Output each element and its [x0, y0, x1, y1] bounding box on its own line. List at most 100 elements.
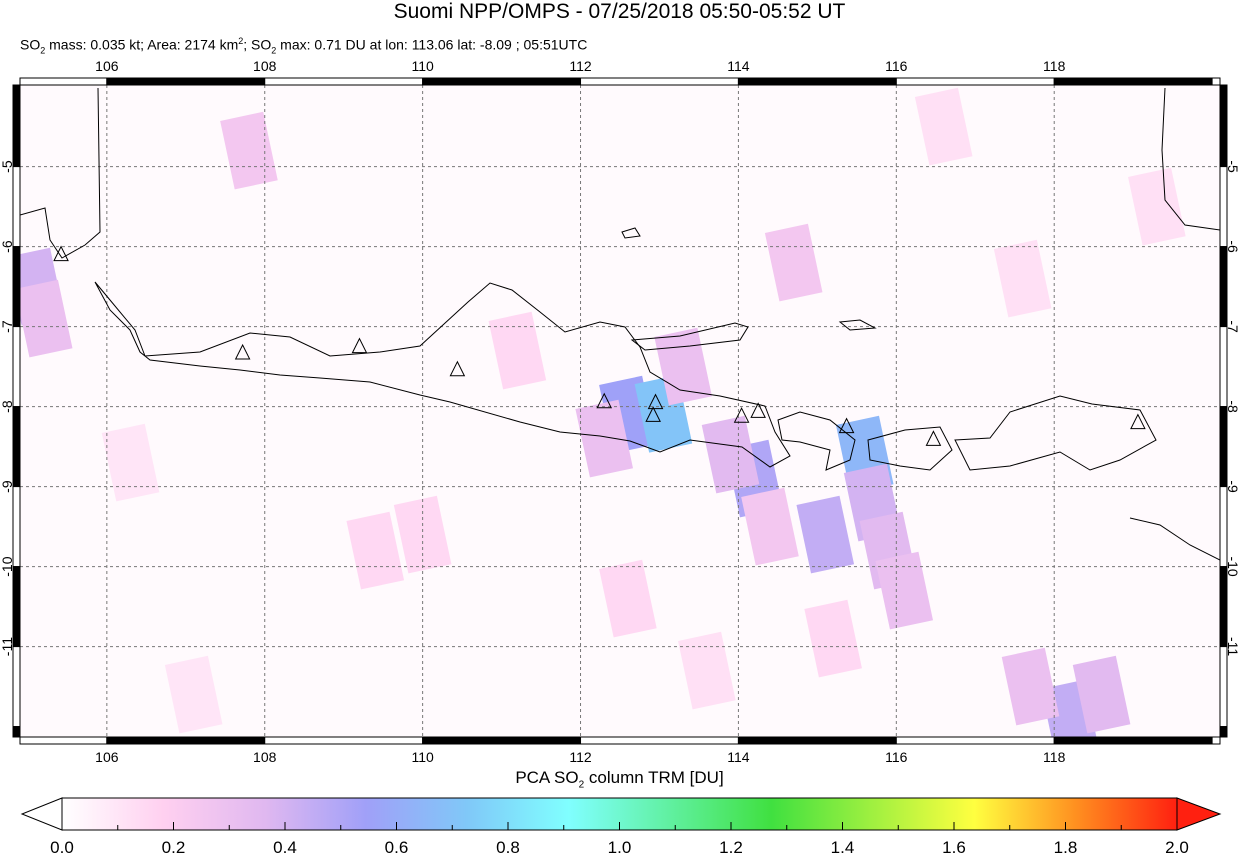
so2-pixel: [1072, 655, 1131, 734]
coastline-lombok: [867, 426, 953, 471]
colorbar-tick-label: 0.6: [385, 838, 409, 855]
lon-tick-label-top: 116: [885, 58, 908, 74]
so2-pixel: [741, 487, 799, 566]
frame-bar-bottom: [264, 736, 424, 745]
subtitle-text: SO: [20, 36, 41, 53]
lon-tick-label-bottom: 106: [95, 749, 119, 765]
frame-bar-left: [12, 166, 21, 248]
coastline-bali: [777, 411, 856, 471]
so2-pixel: [488, 311, 547, 390]
volcano-triangle-icon: [925, 430, 942, 446]
volcano-triangle-icon: [750, 402, 766, 418]
map-border: [19, 84, 1221, 738]
frame-bar-bottom: [106, 736, 266, 745]
lat-tick-label-left: -9: [0, 480, 15, 493]
subtitle-text: ; SO: [243, 36, 272, 53]
frame-bar-top: [1211, 77, 1221, 86]
colorbar-tick-label: 1.4: [831, 838, 855, 855]
colorbar-tick-label: 1.0: [608, 838, 632, 855]
frame-bar-right: [1219, 486, 1228, 568]
subtitle-sub: 2: [271, 45, 277, 56]
lon-tick-label-top: 118: [1043, 58, 1066, 74]
so2-pixel: [701, 415, 760, 494]
colorbar-label-text: PCA SO: [515, 768, 579, 787]
lat-tick-label-right: -9: [1225, 480, 1239, 493]
so2-pixel: [575, 399, 634, 478]
volcano-triangle-icon: [647, 393, 664, 410]
colorbar-label-text: column TRM [DU]: [584, 768, 724, 787]
frame-bar-top: [422, 77, 582, 86]
lon-tick-label-top: 112: [569, 58, 592, 74]
lat-tick-label-right: -10: [1225, 556, 1239, 576]
frame-bar-right: [1219, 646, 1228, 728]
so2-pixel-layer: [20, 85, 1220, 737]
frame-bar-left: [12, 246, 21, 328]
volcano-triangle-icon: [733, 407, 750, 423]
frame-bar-right: [1219, 566, 1228, 648]
frame-bar-top: [737, 77, 897, 86]
map-frame: [12, 77, 1228, 745]
colorbar-label: PCA SO2 column TRM [DU]: [0, 768, 1239, 790]
subtitle-sup: 2: [238, 36, 244, 46]
lat-tick-label-left: -7: [0, 320, 15, 333]
frame-bar-bottom: [19, 736, 108, 745]
coastline-madura: [630, 322, 749, 351]
lon-tick-label-bottom: 112: [569, 749, 592, 765]
frame-bar-left: [12, 84, 21, 168]
colorbar-tick-label: 1.6: [942, 838, 966, 855]
frame-bar-right: [1219, 84, 1228, 168]
lon-tick-label-top: 114: [727, 58, 750, 74]
frame-bar-right: [1219, 326, 1228, 408]
frame-bar-right: [1219, 726, 1228, 738]
colorbar-label-sub: 2: [578, 779, 585, 791]
so2-pixel: [796, 495, 855, 574]
coastline-java: [94, 281, 791, 468]
so2-pixel: [804, 599, 862, 678]
volcano-triangle-icon: [838, 417, 855, 434]
colorbar-tick-label: 1.2: [719, 838, 743, 855]
so2-pixel: [1128, 167, 1186, 246]
colorbar-min-arrow: [20, 797, 63, 831]
lon-tick-label-bottom: 110: [411, 749, 434, 765]
coastline-sumbawa: [954, 395, 1157, 471]
lat-tick-label-right: -5: [1225, 160, 1239, 173]
frame-bar-bottom: [895, 736, 1055, 745]
coastline-borneo: [1161, 87, 1220, 231]
so2-pixel: [1001, 647, 1060, 726]
subtitle-sub: 2: [40, 45, 46, 56]
so2-pixel: [599, 559, 657, 638]
subtitle-text: max: 0.71 DU at lon: 113.06 lat: -8.09 ;…: [276, 36, 588, 53]
coastline-bawean: [621, 227, 641, 239]
volcano-triangle-icon: [234, 343, 251, 360]
lon-tick-label-top: 108: [253, 58, 277, 74]
lat-tick-label-right: -6: [1225, 240, 1239, 253]
frame-bar-bottom: [580, 736, 739, 745]
lat-tick-label-left: -8: [0, 400, 15, 413]
volcano-triangle-icon: [645, 406, 661, 422]
frame-bar-bottom: [1053, 736, 1213, 745]
colorbar-tick-label: 2.0: [1165, 838, 1189, 855]
colorbar-tick-label: 0.2: [162, 838, 186, 855]
colorbar-max-arrow: [1176, 797, 1222, 831]
lon-tick-label-bottom: 116: [885, 749, 908, 765]
lat-tick-label-right: -7: [1225, 320, 1239, 333]
colorbar-tick-label: 0.8: [496, 838, 520, 855]
lon-tick-label-top: 110: [411, 58, 434, 74]
colorbar: 0.0 0.2 0.4 0.6 0.8 1.0 1.2 1.4 1.6 1.8 2.0: [20, 797, 1222, 855]
colorbar-tick-label: 1.8: [1054, 838, 1078, 855]
frame-bar-left: [12, 486, 21, 568]
frame-bar-bottom: [422, 736, 582, 745]
volcano-triangle-icon: [1130, 413, 1146, 430]
lat-tick-label-left: -6: [0, 240, 15, 253]
so2-pixel: [164, 655, 223, 734]
lat-tick-label-right: -8: [1225, 400, 1239, 413]
frame-bar-left: [12, 326, 21, 408]
lat-tick-label-left: -11: [0, 637, 15, 656]
lon-tick-label-bottom: 114: [727, 749, 750, 765]
volcano-triangle-icon: [351, 337, 368, 354]
volcano-markers: [53, 245, 1146, 446]
frame-bar-left: [12, 646, 21, 728]
frame-bar-top: [1053, 77, 1213, 86]
frame-bar-left: [12, 726, 21, 738]
frame-bar-right: [1219, 406, 1228, 488]
